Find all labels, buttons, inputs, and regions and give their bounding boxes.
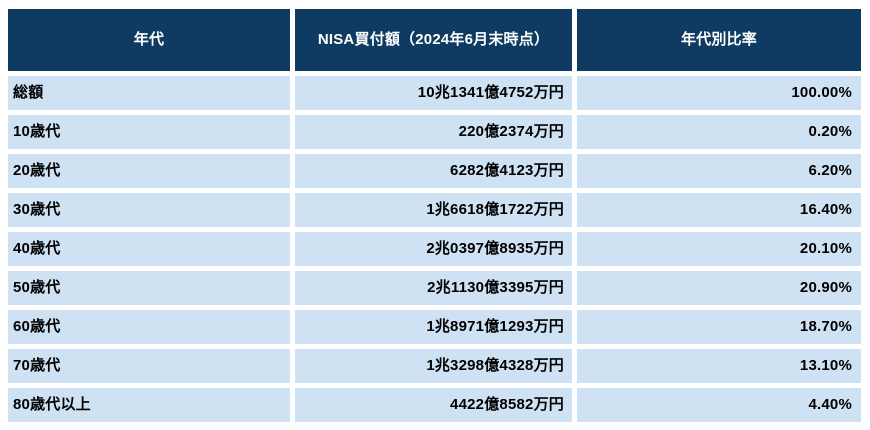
age-cell: 50歳代 bbox=[8, 271, 290, 305]
amount-cell: 10兆1341億4752万円 bbox=[295, 76, 572, 110]
ratio-cell: 20.10% bbox=[577, 232, 861, 266]
amount-cell: 4422億8582万円 bbox=[295, 388, 572, 422]
amount-cell: 6282億4123万円 bbox=[295, 154, 572, 188]
age-cell: 80歳代以上 bbox=[8, 388, 290, 422]
age-cell: 20歳代 bbox=[8, 154, 290, 188]
ratio-cell: 16.40% bbox=[577, 193, 861, 227]
amount-cell: 2兆1130億3395万円 bbox=[295, 271, 572, 305]
ratio-cell: 100.00% bbox=[577, 76, 861, 110]
age-cell: 総額 bbox=[8, 76, 290, 110]
amount-cell: 220億2374万円 bbox=[295, 115, 572, 149]
age-cell: 40歳代 bbox=[8, 232, 290, 266]
nisa-age-table: 年代 NISA買付額（2024年6月末時点） 年代別比率 総額 10兆1341億… bbox=[8, 9, 861, 422]
ratio-cell: 13.10% bbox=[577, 349, 861, 383]
age-cell: 30歳代 bbox=[8, 193, 290, 227]
age-cell: 70歳代 bbox=[8, 349, 290, 383]
header-cell-age: 年代 bbox=[8, 9, 290, 71]
age-cell: 60歳代 bbox=[8, 310, 290, 344]
ratio-cell: 6.20% bbox=[577, 154, 861, 188]
ratio-cell: 4.40% bbox=[577, 388, 861, 422]
ratio-cell: 18.70% bbox=[577, 310, 861, 344]
amount-cell: 1兆3298億4328万円 bbox=[295, 349, 572, 383]
age-cell: 10歳代 bbox=[8, 115, 290, 149]
header-cell-ratio: 年代別比率 bbox=[577, 9, 861, 71]
ratio-cell: 20.90% bbox=[577, 271, 861, 305]
amount-cell: 2兆0397億8935万円 bbox=[295, 232, 572, 266]
ratio-cell: 0.20% bbox=[577, 115, 861, 149]
amount-cell: 1兆8971億1293万円 bbox=[295, 310, 572, 344]
header-cell-amount: NISA買付額（2024年6月末時点） bbox=[295, 9, 572, 71]
amount-cell: 1兆6618億1722万円 bbox=[295, 193, 572, 227]
